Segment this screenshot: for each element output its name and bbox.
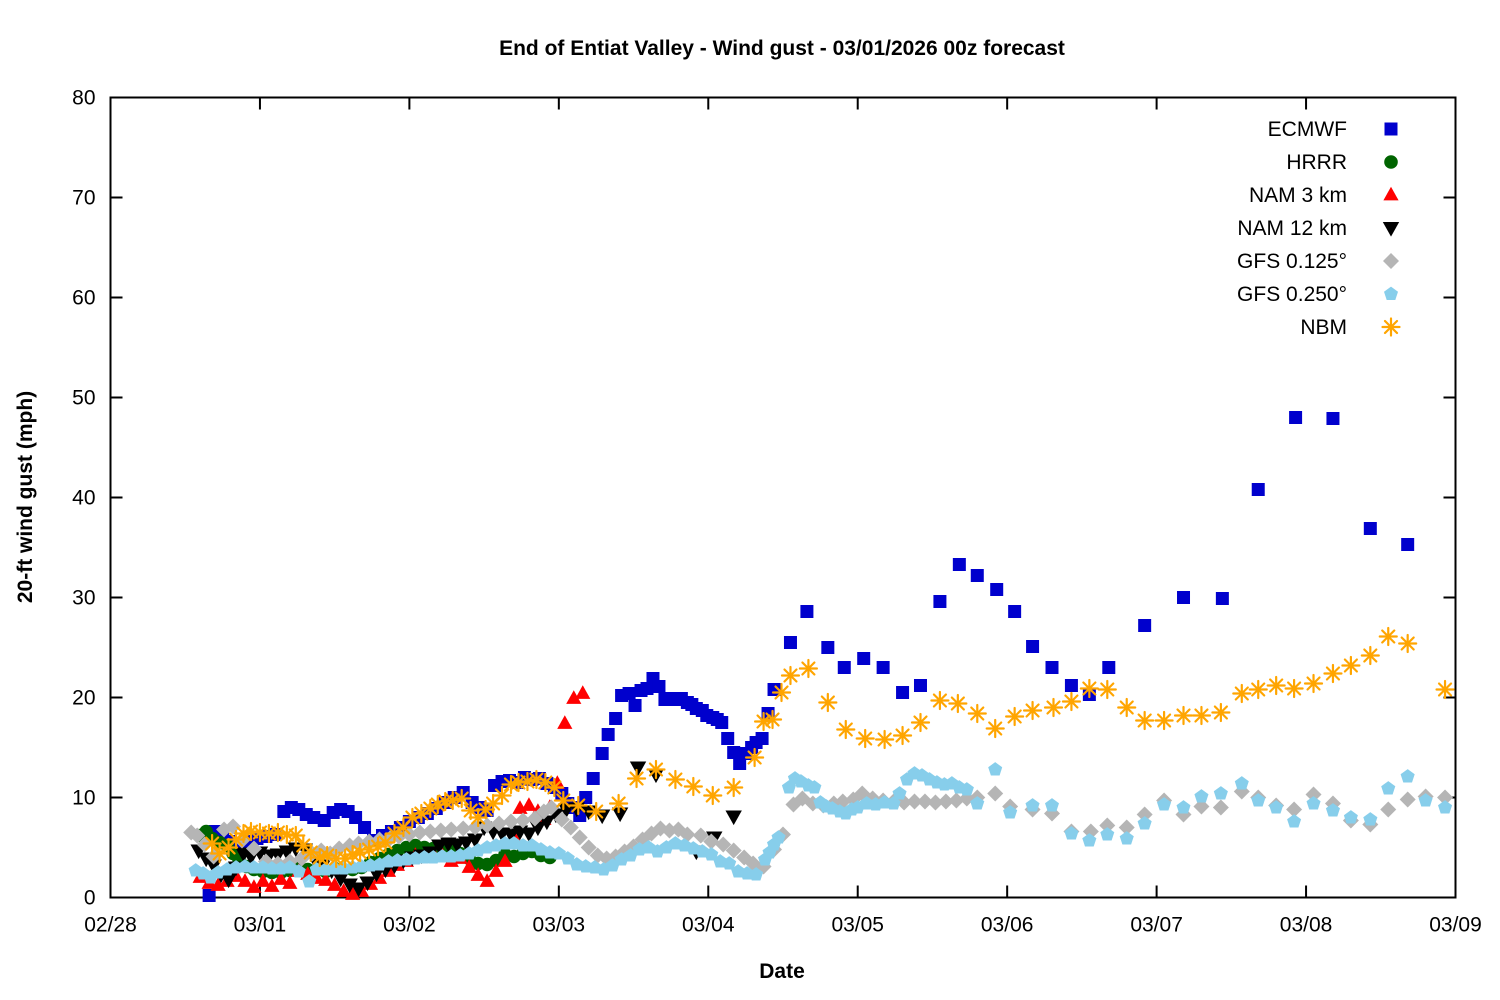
legend-marker-gfs-0-125-icon — [1383, 253, 1399, 269]
legend-marker-gfs-0-250-icon — [1384, 286, 1398, 300]
legend-marker-nam-3-km-icon — [1383, 186, 1399, 201]
x-axis-label: Date — [759, 960, 805, 983]
y-tick-label-50: 50 — [72, 387, 95, 410]
legend: ECMWF HRRR NAM 3 km NAM 12 km GFS 0.125° GFS … — [1237, 118, 1401, 339]
y-tick-label-30: 30 — [72, 587, 95, 610]
series-gfs-0-250 — [188, 762, 1453, 888]
legend-label-ecmwf: ECMWF — [1268, 118, 1347, 141]
legend-label-nam-12-km: NAM 12 km — [1237, 217, 1347, 240]
x-tick-label-03-07: 03/07 — [1130, 914, 1183, 937]
legend-item-hrrr: HRRR — [1286, 151, 1398, 174]
x-tick-label-03-01: 03/01 — [234, 914, 287, 937]
legend-marker-hrrr-icon — [1384, 155, 1398, 169]
series-ecmwf — [202, 411, 1415, 902]
y-axis: 0 10 20 30 40 50 60 70 80 — [72, 87, 1456, 910]
legend-item-ecmwf: ECMWF — [1268, 118, 1398, 141]
legend-label-nbm: NBM — [1300, 316, 1347, 339]
x-tick-label-03-02: 03/02 — [383, 914, 436, 937]
y-tick-label-80: 80 — [72, 87, 95, 110]
y-tick-label-40: 40 — [72, 487, 95, 510]
legend-marker-nam-12-km-icon — [1382, 222, 1400, 237]
x-axis: 02/28 03/01 03/02 03/03 03/04 03/05 03/06 03/07… — [84, 97, 1482, 937]
y-tick-label-10: 10 — [72, 787, 95, 810]
x-tick-label-03-09: 03/09 — [1429, 914, 1482, 937]
legend-marker-ecmwf-icon — [1384, 122, 1398, 136]
x-tick-label-03-03: 03/03 — [533, 914, 586, 937]
y-tick-label-0: 0 — [84, 887, 96, 910]
legend-label-nam-3-km: NAM 3 km — [1249, 184, 1347, 207]
legend-marker-nbm-icon — [1381, 317, 1401, 337]
legend-label-gfs-0-125: GFS 0.125° — [1237, 250, 1347, 273]
x-tick-label-03-05: 03/05 — [831, 914, 884, 937]
legend-label-hrrr: HRRR — [1286, 151, 1347, 174]
legend-item-gfs-0-125: GFS 0.125° — [1237, 250, 1399, 273]
series-nbm — [202, 626, 1455, 869]
legend-item-nam-12-km: NAM 12 km — [1237, 217, 1400, 240]
chart-title: End of Entiat Valley - Wind gust - 03/01… — [499, 37, 1065, 60]
x-tick-label-03-04: 03/04 — [682, 914, 735, 937]
y-axis-label: 20-ft wind gust (mph) — [14, 391, 37, 603]
legend-item-nbm: NBM — [1300, 316, 1401, 339]
x-tick-label-03-06: 03/06 — [981, 914, 1034, 937]
x-tick-label-03-08: 03/08 — [1280, 914, 1333, 937]
legend-item-nam-3-km: NAM 3 km — [1249, 184, 1399, 207]
y-tick-label-70: 70 — [72, 187, 95, 210]
x-tick-label-02-28: 02/28 — [84, 914, 137, 937]
y-tick-label-60: 60 — [72, 287, 95, 310]
y-tick-label-20: 20 — [72, 687, 95, 710]
legend-item-gfs-0-250: GFS 0.250° — [1237, 283, 1398, 306]
series-layer — [183, 411, 1455, 902]
legend-label-gfs-0-250: GFS 0.250° — [1237, 283, 1347, 306]
